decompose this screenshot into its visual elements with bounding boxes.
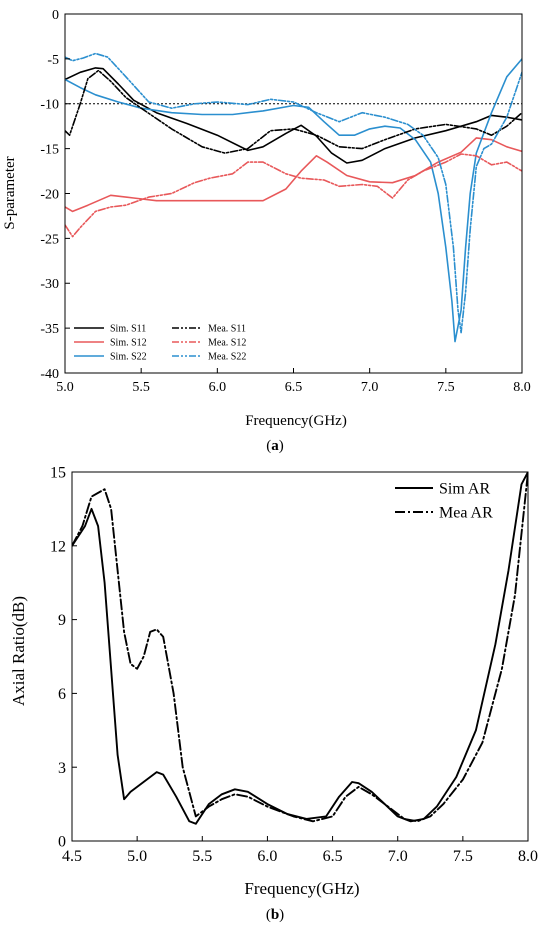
legend-item: Mea. S12 [172,338,246,349]
chart-a-series-sim-s12 [65,137,522,213]
chart-b-series-mea-ar [72,472,528,823]
x-tick-label: 7.0 [361,380,379,395]
chart-a: 5.0 5.5 6.0 6.5 7.0 7.5 8.0 0 -5 -10 -15 -20 -25 -30 -… [2,8,531,454]
legend-label: Mea AR [439,505,493,522]
y-tick-label: -35 [40,322,59,337]
legend-label: Mea. S22 [208,352,246,363]
y-tick-label: -20 [40,187,59,202]
chart-a-series-group [65,52,522,343]
y-tick-label: 12 [50,538,66,555]
x-tick-label: 6.0 [209,380,227,395]
chart-a-series-mea-s12 [65,153,522,238]
x-tick-label: 6.5 [285,380,303,395]
chart-b: 4.5 5.0 5.5 6.0 6.5 7.0 7.5 8.0 0 3 6 9 12 15 Sim AR M… [9,465,538,923]
y-tick-label: 6 [58,686,66,703]
legend-label: Mea. S11 [208,324,246,335]
y-tick-label: -25 [40,232,59,247]
y-tick-label: 15 [50,465,66,482]
chart-a-caption-letter: a [271,438,279,454]
chart-a-series-mea-s11 [65,69,522,154]
chart-a-series-mea-s22 [65,52,522,334]
y-tick-label: -5 [47,53,59,68]
legend-label: Sim AR [439,481,490,498]
x-tick-label: 6.0 [257,848,277,865]
x-tick-label: 7.5 [437,380,455,395]
x-tick-label: 5.0 [56,380,74,395]
legend-item: Sim. S12 [74,338,147,349]
chart-b-series-sim-ar [72,472,528,825]
chart-b-ticks: 4.5 5.0 5.5 6.0 6.5 7.0 7.5 8.0 0 3 6 9 12 15 [50,465,538,865]
y-tick-label: -30 [40,277,59,292]
chart-a-x-axis-label: Frequency(GHz) [245,413,347,429]
chart-b-legend: Sim AR Mea AR [395,481,493,522]
x-tick-label: 8.0 [513,380,531,395]
chart-b-caption-letter: b [271,907,279,923]
chart-a-caption: (a) [266,438,284,454]
chart-b-x-axis-label: Frequency(GHz) [244,879,359,898]
y-tick-label: 9 [58,612,66,629]
chart-a-ticks: 5.0 5.5 6.0 6.5 7.0 7.5 8.0 0 -5 -10 -15 -20 -25 -30 -… [40,8,530,395]
legend-label: Sim. S22 [110,352,147,363]
chart-a-y-axis-label: S-parameter [2,156,18,229]
x-tick-label: 5.5 [132,380,150,395]
legend-item: Sim. S11 [74,324,146,335]
y-tick-label: 0 [52,8,59,23]
chart-b-plot-area [72,472,528,825]
chart-b-axes [71,471,529,842]
legend-label: Sim. S12 [110,338,147,349]
legend-label: Mea. S12 [208,338,246,349]
chart-b-series-group [72,472,528,825]
legend-item: Mea AR [395,505,493,522]
legend-item: Mea. S22 [172,352,246,363]
x-tick-label: 4.5 [62,848,82,865]
legend-item: Mea. S11 [172,324,246,335]
y-tick-label: -15 [40,143,59,158]
y-tick-label: 3 [58,760,66,777]
chart-a-legend: Sim. S11 Sim. S12 Sim. S22 Mea. S11 Mea. S12… [74,324,246,363]
x-tick-label: 7.5 [453,848,473,865]
chart-a-plot-area [65,52,522,343]
chart-a-series-sim-s22 [65,58,522,343]
chart-b-frame [71,471,529,842]
x-tick-label: 6.5 [323,848,343,865]
x-tick-label: 7.0 [388,848,408,865]
chart-b-caption: (b) [266,907,284,923]
y-tick-label: 0 [58,834,66,851]
y-tick-label: -40 [40,367,59,382]
chart-a-series-sim-s11 [65,67,522,164]
legend-item: Sim. S22 [74,352,147,363]
x-tick-label: 5.0 [127,848,147,865]
y-tick-label: -10 [40,98,59,113]
x-tick-label: 5.5 [192,848,212,865]
legend-item: Sim AR [395,481,490,498]
chart-b-y-axis-label: Axial Ratio(dB) [9,596,28,706]
x-tick-label: 8.0 [518,848,538,865]
legend-label: Sim. S11 [110,324,146,335]
